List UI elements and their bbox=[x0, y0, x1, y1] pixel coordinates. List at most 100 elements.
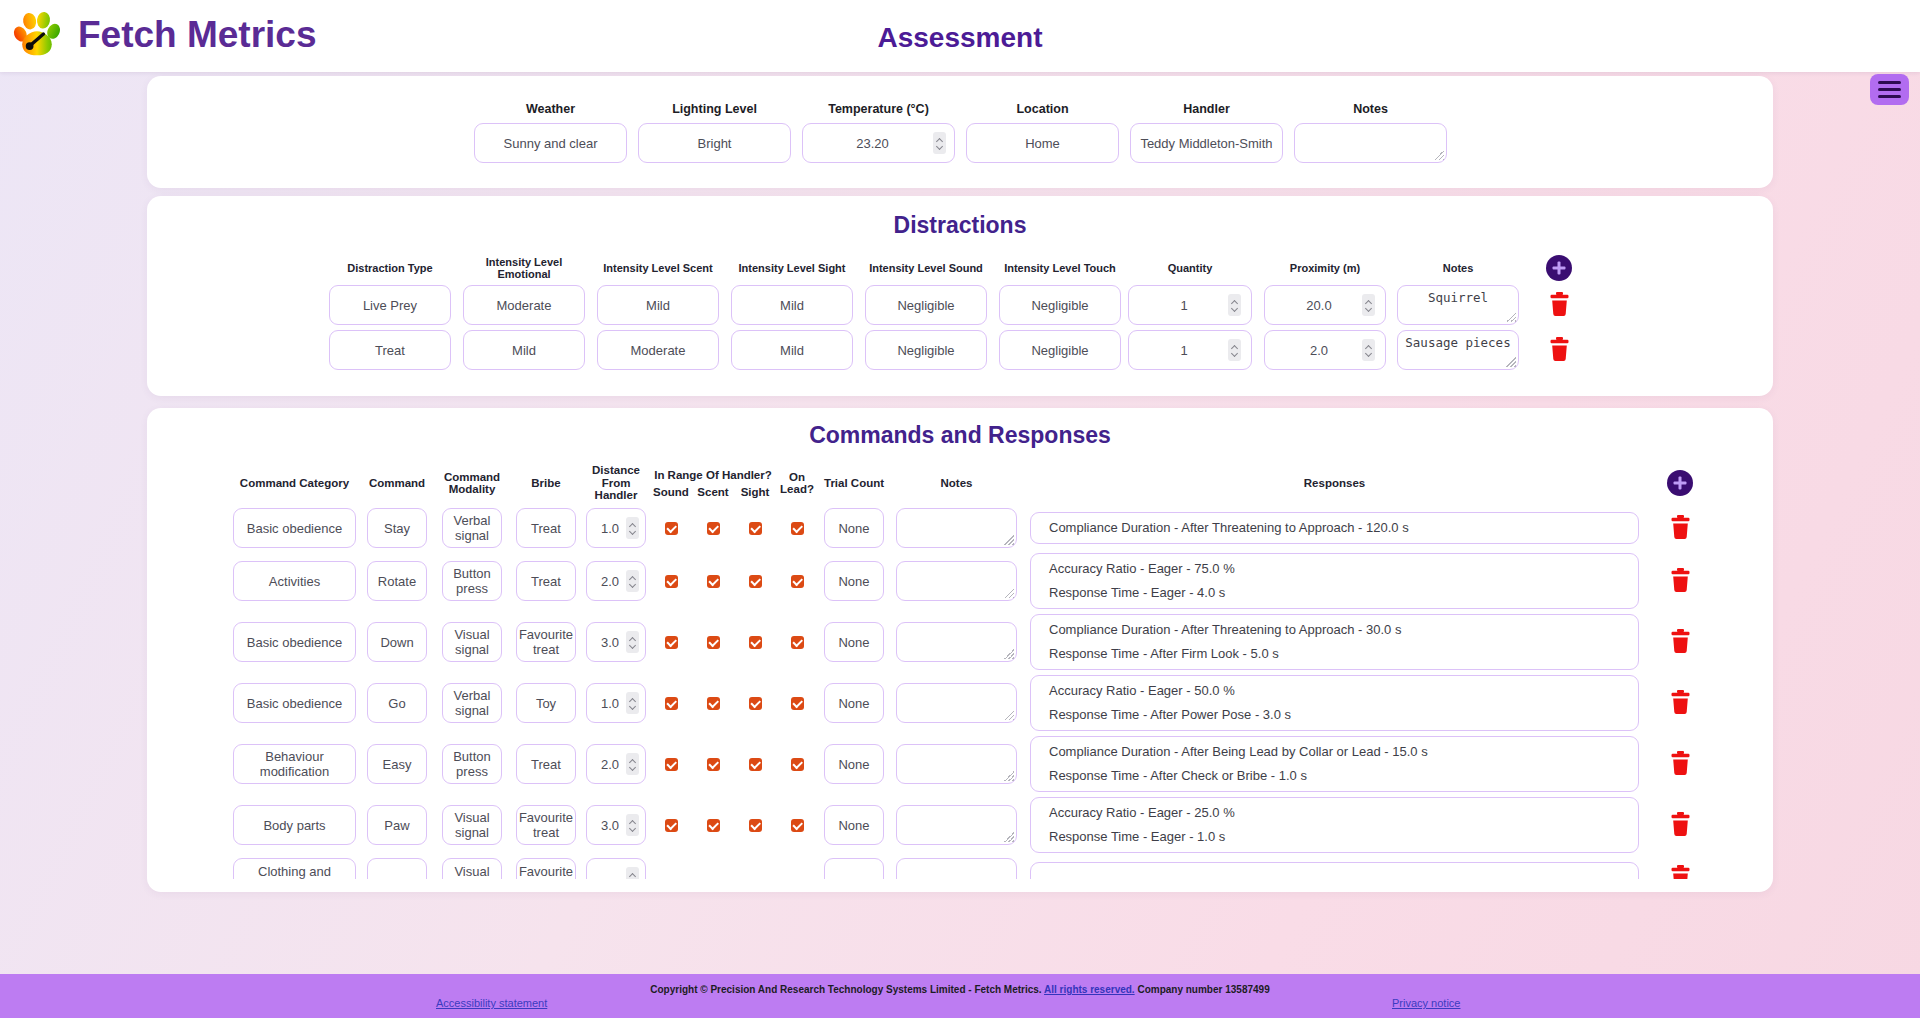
command-command-select[interactable]: Stay bbox=[367, 508, 427, 548]
distraction-intensity-touch-select[interactable]: Negligible bbox=[999, 285, 1121, 325]
distraction-intensity-emotional-select[interactable]: Moderate bbox=[463, 285, 585, 325]
command-modality-select[interactable]: Button press bbox=[442, 744, 502, 784]
command-distance-input[interactable]: 2.0 bbox=[586, 561, 646, 601]
textarea-notes[interactable] bbox=[1294, 123, 1447, 163]
command-trial-count-select[interactable] bbox=[824, 858, 884, 879]
command-modality-select[interactable]: Verbal signal bbox=[442, 683, 502, 723]
command-distance-input[interactable]: 1.0 bbox=[586, 683, 646, 723]
command-scent-checkbox[interactable] bbox=[707, 872, 720, 880]
command-distance-input[interactable]: 3.0 bbox=[586, 805, 646, 845]
number-spinner-icon[interactable] bbox=[626, 692, 639, 714]
command-responses-box[interactable]: Accuracy Ratio - Eager - 50.0 %Response … bbox=[1030, 675, 1639, 731]
command-notes-textarea[interactable] bbox=[896, 622, 1017, 662]
delete-command-button[interactable] bbox=[1668, 865, 1692, 879]
command-modality-select[interactable]: Button press bbox=[442, 561, 502, 601]
command-sight-checkbox[interactable] bbox=[749, 758, 762, 771]
delete-distraction-button[interactable] bbox=[1547, 337, 1571, 363]
command-responses-box[interactable]: Compliance Duration - After Being Lead b… bbox=[1030, 736, 1639, 792]
command-scent-checkbox[interactable] bbox=[707, 522, 720, 535]
command-distance-input[interactable]: 2.0 bbox=[586, 744, 646, 784]
command-scent-checkbox[interactable] bbox=[707, 575, 720, 588]
command-category-select[interactable]: Body parts bbox=[233, 805, 356, 845]
command-sight-checkbox[interactable] bbox=[749, 872, 762, 880]
command-modality-select[interactable]: Visual signal bbox=[442, 805, 502, 845]
command-scent-checkbox[interactable] bbox=[707, 697, 720, 710]
command-modality-select[interactable]: Visual signal bbox=[442, 622, 502, 662]
command-category-select[interactable]: Basic obedience bbox=[233, 683, 356, 723]
command-command-select[interactable]: Easy bbox=[367, 744, 427, 784]
distraction-intensity-sight-select[interactable]: Mild bbox=[731, 330, 853, 370]
command-on-lead-checkbox[interactable] bbox=[791, 636, 804, 649]
command-category-select[interactable]: Behaviour modification bbox=[233, 744, 356, 784]
command-trial-count-select[interactable]: None bbox=[824, 561, 884, 601]
command-distance-input[interactable]: 1.0 bbox=[586, 508, 646, 548]
command-trial-count-select[interactable]: None bbox=[824, 744, 884, 784]
accessibility-statement-link[interactable]: Accessibility statement bbox=[436, 997, 547, 1009]
distraction-distraction-type-select[interactable]: Live Prey bbox=[329, 285, 451, 325]
command-scent-checkbox[interactable] bbox=[707, 819, 720, 832]
command-category-select[interactable]: Basic obedience bbox=[233, 622, 356, 662]
command-notes-textarea[interactable] bbox=[896, 508, 1017, 548]
delete-command-button[interactable] bbox=[1668, 515, 1692, 541]
command-trial-count-select[interactable]: None bbox=[824, 508, 884, 548]
command-distance-input[interactable]: 3.0 bbox=[586, 622, 646, 662]
command-scent-checkbox[interactable] bbox=[707, 758, 720, 771]
distraction-intensity-scent-select[interactable]: Mild bbox=[597, 285, 719, 325]
number-spinner-icon[interactable] bbox=[626, 517, 639, 539]
command-trial-count-select[interactable]: None bbox=[824, 622, 884, 662]
input-location[interactable]: Home bbox=[966, 123, 1119, 163]
command-responses-box[interactable]: Accuracy Ratio - Eager - 25.0 %Response … bbox=[1030, 797, 1639, 853]
command-sound-checkbox[interactable] bbox=[665, 872, 678, 880]
command-command-select[interactable]: Paw bbox=[367, 805, 427, 845]
command-category-select[interactable]: Clothing and bbox=[233, 858, 356, 879]
command-category-select[interactable]: Basic obedience bbox=[233, 508, 356, 548]
command-on-lead-checkbox[interactable] bbox=[791, 819, 804, 832]
number-spinner-icon[interactable] bbox=[933, 132, 946, 154]
delete-command-button[interactable] bbox=[1668, 812, 1692, 838]
add-command-button[interactable] bbox=[1667, 470, 1693, 496]
number-spinner-icon[interactable] bbox=[626, 867, 639, 879]
delete-command-button[interactable] bbox=[1668, 629, 1692, 655]
privacy-notice-link[interactable]: Privacy notice bbox=[1392, 997, 1460, 1009]
input-temperature-c[interactable]: 23.20 bbox=[802, 123, 955, 163]
command-notes-textarea[interactable] bbox=[896, 683, 1017, 723]
delete-command-button[interactable] bbox=[1668, 568, 1692, 594]
number-spinner-icon[interactable] bbox=[1362, 339, 1375, 361]
command-bribe-select[interactable]: Toy bbox=[516, 683, 576, 723]
delete-distraction-button[interactable] bbox=[1547, 292, 1571, 318]
input-handler[interactable]: Teddy Middleton-Smith bbox=[1130, 123, 1283, 163]
number-spinner-icon[interactable] bbox=[1362, 294, 1375, 316]
command-bribe-select[interactable]: Treat bbox=[516, 744, 576, 784]
command-sound-checkbox[interactable] bbox=[665, 522, 678, 535]
command-sight-checkbox[interactable] bbox=[749, 575, 762, 588]
number-spinner-icon[interactable] bbox=[1228, 339, 1241, 361]
command-bribe-select[interactable]: Treat bbox=[516, 561, 576, 601]
command-trial-count-select[interactable]: None bbox=[824, 683, 884, 723]
command-responses-box[interactable]: Compliance Duration - After Threatening … bbox=[1030, 512, 1639, 544]
command-scent-checkbox[interactable] bbox=[707, 636, 720, 649]
distraction-proximity-input[interactable]: 2.0 bbox=[1264, 330, 1386, 370]
command-category-select[interactable]: Activities bbox=[233, 561, 356, 601]
command-bribe-select[interactable]: Favourite treat bbox=[516, 805, 576, 845]
command-command-select[interactable] bbox=[367, 858, 427, 879]
number-spinner-icon[interactable] bbox=[626, 631, 639, 653]
command-sight-checkbox[interactable] bbox=[749, 819, 762, 832]
command-responses-box[interactable] bbox=[1030, 862, 1639, 879]
command-modality-select[interactable]: Verbal signal bbox=[442, 508, 502, 548]
command-on-lead-checkbox[interactable] bbox=[791, 522, 804, 535]
command-sound-checkbox[interactable] bbox=[665, 575, 678, 588]
command-sound-checkbox[interactable] bbox=[665, 758, 678, 771]
command-sight-checkbox[interactable] bbox=[749, 697, 762, 710]
command-notes-textarea[interactable] bbox=[896, 805, 1017, 845]
command-notes-textarea[interactable] bbox=[896, 561, 1017, 601]
distraction-quantity-input[interactable]: 1 bbox=[1128, 330, 1252, 370]
number-spinner-icon[interactable] bbox=[1228, 294, 1241, 316]
command-sight-checkbox[interactable] bbox=[749, 522, 762, 535]
distraction-intensity-emotional-select[interactable]: Mild bbox=[463, 330, 585, 370]
distraction-notes-textarea[interactable]: Squirrel bbox=[1397, 285, 1519, 325]
input-lighting-level[interactable]: Bright bbox=[638, 123, 791, 163]
command-notes-textarea[interactable] bbox=[896, 858, 1017, 879]
distraction-intensity-scent-select[interactable]: Moderate bbox=[597, 330, 719, 370]
command-sound-checkbox[interactable] bbox=[665, 819, 678, 832]
distraction-intensity-sight-select[interactable]: Mild bbox=[731, 285, 853, 325]
